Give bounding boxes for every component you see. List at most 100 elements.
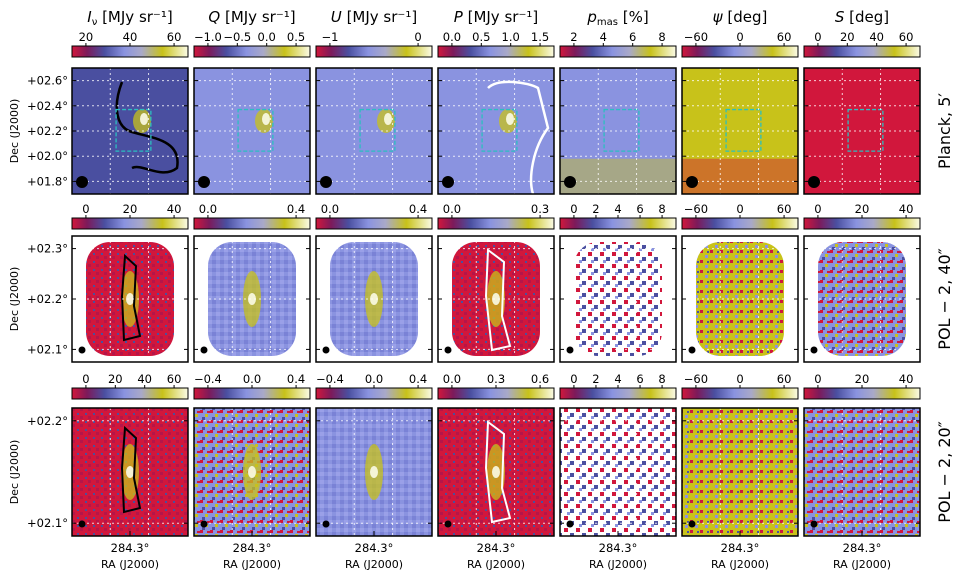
- beam-icon: [322, 346, 330, 354]
- colorbar-tick-label: 40: [167, 202, 182, 216]
- colorbar-tick-label: 60: [777, 202, 792, 216]
- colorbar: [71, 45, 189, 58]
- colorbar-tick-label: 20: [840, 30, 855, 44]
- beam-icon: [686, 176, 698, 188]
- colorbar-tick-label: 4: [614, 202, 621, 216]
- x-tick-label: 284.3°: [111, 541, 150, 555]
- zoom-region-box: [847, 108, 884, 152]
- colorbar-tick-label: 8: [658, 372, 665, 386]
- colorbar-tick-label: 0.6: [531, 372, 549, 386]
- x-axis-label: RA (J2000): [345, 558, 403, 571]
- x-axis-label: RA (J2000): [711, 558, 769, 571]
- y-tick-label: +02.2°: [27, 292, 68, 306]
- colorbar-tick-label: 0.4: [409, 202, 427, 216]
- colorbar-tick-label: −0.4: [316, 372, 344, 386]
- beam-icon: [78, 520, 86, 528]
- y-tick-label: +02.1°: [27, 342, 68, 356]
- beam-icon: [566, 346, 574, 354]
- colorbar-tick-label: 0.3: [487, 372, 505, 386]
- colorbar-tick-label: 1.0: [502, 30, 520, 44]
- colorbar: [559, 217, 677, 230]
- colorbar: [681, 387, 799, 400]
- x-axis-label: RA (J2000): [589, 558, 647, 571]
- beam-icon: [322, 520, 330, 528]
- colorbar-tick-label: 40: [899, 372, 914, 386]
- colorbar-tick-label: 0.3: [531, 202, 549, 216]
- map-panel: [71, 235, 189, 363]
- colorbar-tick-label: 2: [592, 202, 599, 216]
- colorbar-tick-label: −60: [684, 30, 708, 44]
- colorbar-tick-label: 4: [614, 372, 621, 386]
- colorbar: [71, 387, 189, 400]
- colorbar-tick-label: 20: [855, 202, 870, 216]
- beam-icon: [564, 176, 576, 188]
- beam-icon: [444, 520, 452, 528]
- colorbar-tick-label: 0: [82, 372, 89, 386]
- map-panel: [437, 235, 555, 363]
- zoom-region-box: [481, 108, 518, 152]
- colorbar-tick-label: 0: [570, 372, 577, 386]
- row-label: POL − 2, 40″: [935, 248, 954, 349]
- colorbar-tick-label: 0.0: [443, 202, 461, 216]
- map-panel: [681, 67, 799, 195]
- colorbar-tick-label: 1.5: [531, 30, 549, 44]
- quantity-header: pmas [%]: [586, 8, 648, 28]
- colorbar: [437, 217, 555, 230]
- colorbar-tick-label: 0.0: [443, 30, 461, 44]
- colorbar-tick-label: 0.4: [287, 372, 305, 386]
- beam-icon: [688, 346, 696, 354]
- colorbar-tick-label: 6: [629, 30, 636, 44]
- x-tick-label: 284.3°: [599, 541, 638, 555]
- colorbar: [437, 45, 555, 58]
- colorbar-tick-label: 0.0: [243, 372, 261, 386]
- beam-icon: [810, 346, 818, 354]
- colorbar-tick-label: −0.4: [194, 372, 222, 386]
- quantity-header: ψ [deg]: [713, 8, 768, 26]
- map-panel: [71, 67, 189, 195]
- row-2: POL − 2, 20″Dec (J2000)+02.2°+02.1°0 20 40…: [8, 372, 954, 571]
- colorbar-tick-label: 20: [79, 30, 94, 44]
- colorbar-tick-label: 2: [570, 30, 577, 44]
- x-axis-label: RA (J2000): [467, 558, 525, 571]
- map-panel: [437, 407, 555, 537]
- colorbar-tick-label: 8: [658, 30, 665, 44]
- map-panel: [193, 235, 311, 363]
- colorbar-tick-label: 6: [636, 372, 643, 386]
- y-axis-label: Dec (J2000): [8, 99, 21, 164]
- colorbar-tick-label: 4: [600, 30, 607, 44]
- x-tick-label: 284.3°: [477, 541, 516, 555]
- colorbar-tick-label: 0.5: [472, 30, 490, 44]
- colorbar-tick-label: 2: [592, 372, 599, 386]
- y-tick-label: +02.2°: [27, 414, 68, 428]
- colorbar: [681, 45, 799, 58]
- beam-icon: [566, 520, 574, 528]
- colorbar: [803, 217, 921, 230]
- zoom-region-box: [359, 108, 396, 152]
- quantity-header: Iν [MJy sr⁻¹]: [87, 8, 172, 28]
- x-tick-label: 284.3°: [721, 541, 760, 555]
- colorbar-tick-label: 20: [855, 372, 870, 386]
- colorbar: [193, 217, 311, 230]
- y-tick-label: +02.6°: [27, 74, 68, 88]
- zoom-region-box: [603, 108, 640, 152]
- map-panel: [803, 235, 921, 363]
- map-panel: [681, 235, 799, 363]
- colorbar-tick-label: 0: [570, 202, 577, 216]
- colorbar-tick-label: 0.5: [287, 30, 305, 44]
- colorbar-tick-label: 60: [777, 30, 792, 44]
- x-axis-label: RA (J2000): [223, 558, 281, 571]
- x-axis-label: RA (J2000): [101, 558, 159, 571]
- colorbar: [193, 387, 311, 400]
- colorbar-tick-label: 60: [167, 30, 182, 44]
- beam-icon: [200, 520, 208, 528]
- colorbar-tick-label: 60: [167, 372, 182, 386]
- colorbar: [315, 217, 433, 230]
- map-panel: [803, 67, 921, 195]
- colorbar-tick-label: −60: [684, 202, 708, 216]
- y-tick-label: +02.0°: [27, 149, 68, 163]
- colorbar-tick-label: 60: [777, 372, 792, 386]
- map-panel: [437, 67, 555, 195]
- y-tick-label: +01.8°: [27, 174, 68, 188]
- beam-icon: [198, 176, 210, 188]
